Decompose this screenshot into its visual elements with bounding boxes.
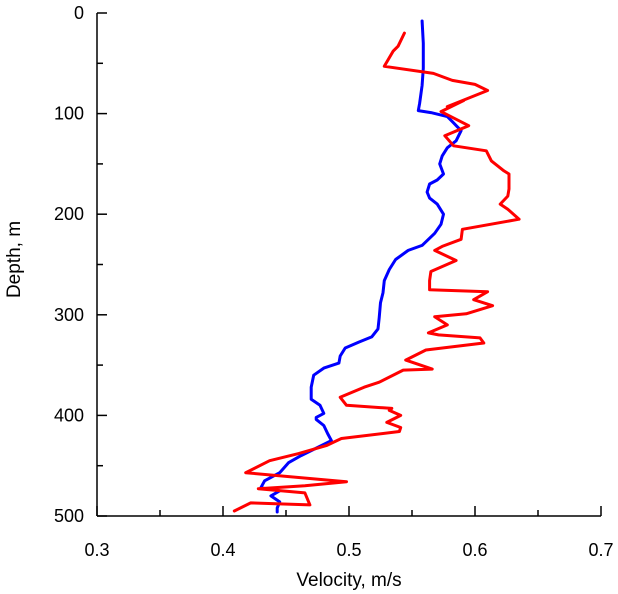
y-tick-label: 500 bbox=[54, 506, 84, 526]
y-tick-label: 400 bbox=[54, 405, 84, 425]
x-tick-label: 0.6 bbox=[462, 540, 487, 560]
x-axis-title: Velocity, m/s bbox=[296, 570, 401, 591]
y-axis-title: Depth, m bbox=[4, 221, 25, 298]
tick-marks bbox=[96, 12, 602, 517]
x-tick-label: 0.7 bbox=[588, 540, 613, 560]
series-line-1 bbox=[259, 19, 463, 514]
axes bbox=[96, 13, 601, 517]
x-tick-label: 0.3 bbox=[84, 540, 109, 560]
y-tick-label: 300 bbox=[54, 305, 84, 325]
y-tick-label: 0 bbox=[74, 3, 84, 23]
y-tick-label: 100 bbox=[54, 104, 84, 124]
y-tick-label: 200 bbox=[54, 204, 84, 224]
x-tick-label: 0.4 bbox=[210, 540, 235, 560]
series-line-2 bbox=[232, 31, 521, 513]
x-tick-label: 0.5 bbox=[336, 540, 361, 560]
series-group bbox=[232, 19, 521, 514]
